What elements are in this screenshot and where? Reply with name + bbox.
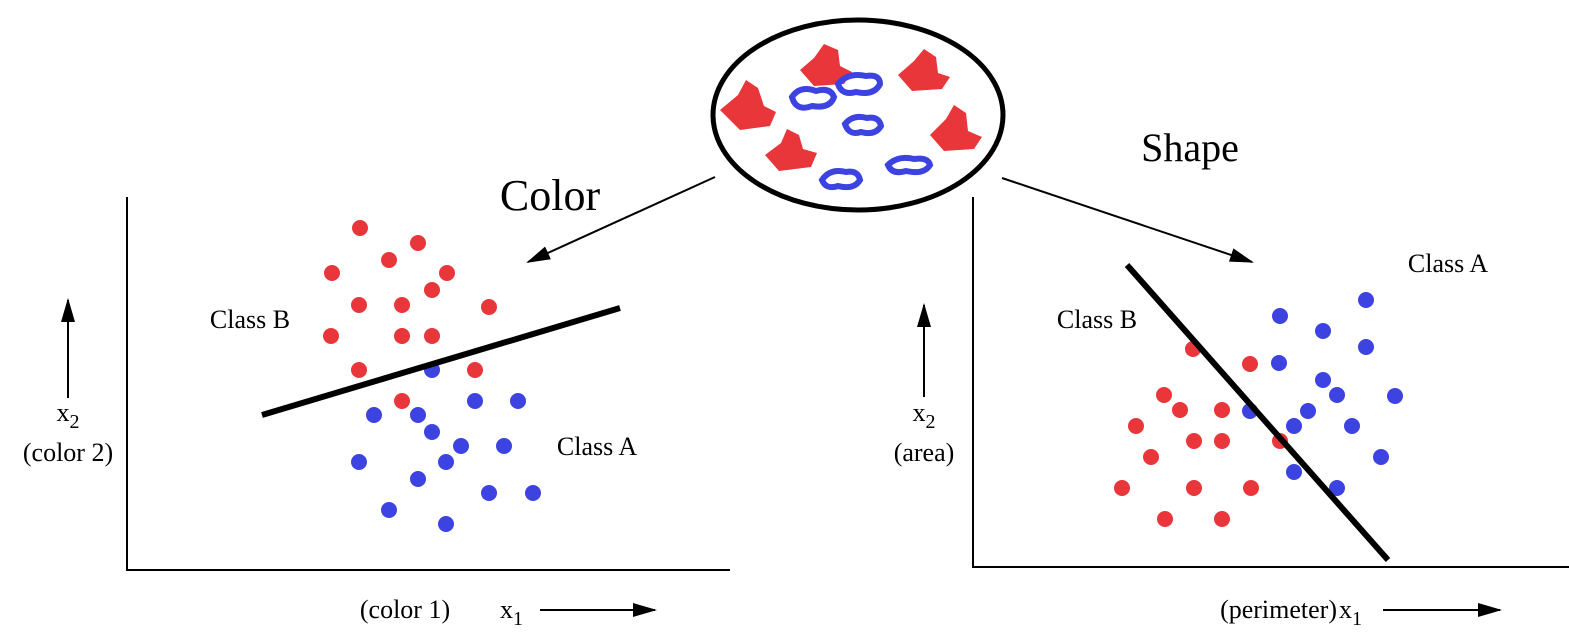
class-b-points: [1114, 341, 1288, 527]
color-title: Color: [500, 171, 601, 220]
color-plot: Class B Class A x2 (color 2) (color 1) x…: [23, 197, 730, 630]
y-var: x2: [57, 398, 80, 433]
class-a-points: [1242, 292, 1403, 496]
class-label: Class A: [1408, 249, 1488, 278]
class-label: Class A: [557, 432, 637, 461]
x-desc: (color 1): [360, 595, 450, 624]
x-var: x1: [1339, 595, 1362, 630]
x-var: x1: [500, 595, 523, 630]
object-pool: [713, 20, 1003, 210]
shape-title: Shape: [1141, 125, 1239, 170]
decision-boundary: [262, 308, 620, 415]
class-b-points: [323, 220, 497, 409]
y-var: x2: [913, 398, 936, 433]
class-label: Class B: [1057, 305, 1137, 334]
arrow: [1002, 178, 1252, 262]
axes: [127, 197, 730, 570]
x-desc: (perimeter): [1220, 595, 1337, 624]
shape-plot: Class B Class A x2 (area) (perimeter) x1: [894, 197, 1569, 630]
class-label: Class B: [210, 305, 290, 334]
class-a-points: [351, 362, 541, 532]
y-desc: (area): [894, 438, 955, 467]
diagram: Color Shape Class B Class A x2 (color 2)…: [0, 0, 1569, 632]
y-desc: (color 2): [23, 438, 113, 467]
